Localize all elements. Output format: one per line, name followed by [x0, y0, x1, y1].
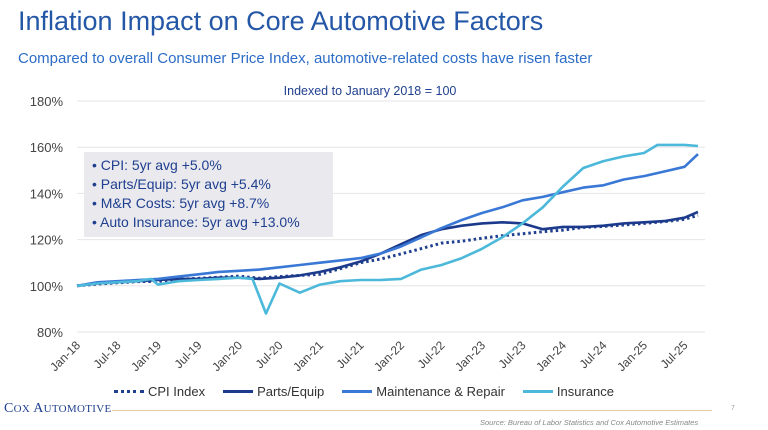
chart-note: Indexed to January 2018 = 100: [283, 84, 457, 98]
y-tick-label: 120%: [30, 233, 64, 248]
source-note: Source: Bureau of Labor Statistics and C…: [480, 418, 699, 427]
y-tick-label: 160%: [30, 140, 64, 155]
legend-label: CPI Index: [147, 384, 206, 399]
chart-legend: CPI Index Parts/Equip Maintenance & Repa…: [0, 384, 748, 399]
info-insurance: • Auto Insurance: 5yr avg +13.0%: [92, 214, 300, 230]
page-title: Inflation Impact on Core Automotive Fact…: [18, 6, 544, 36]
x-tick-label: Jul-21: [334, 338, 367, 371]
x-tick-label: Jul-22: [415, 338, 448, 371]
x-tick-label: Jul-20: [253, 338, 286, 371]
legend-swatch: [113, 390, 144, 393]
x-tick-label: Jan-24: [533, 338, 569, 374]
x-tick-label: Jan-19: [128, 338, 164, 374]
y-tick-label: 80%: [37, 325, 63, 340]
info-parts: • Parts/Equip: 5yr avg +5.4%: [92, 176, 271, 192]
x-tick-label: Jul-25: [658, 338, 691, 371]
info-box: • CPI: 5yr avg +5.0% • Parts/Equip: 5yr …: [84, 152, 333, 237]
y-tick-label: 100%: [30, 279, 64, 294]
y-tick-label: 180%: [30, 94, 64, 109]
legend-item-mr: Maintenance & Repair: [342, 384, 505, 399]
legend-label: Insurance: [556, 384, 615, 399]
legend-swatch: [223, 390, 254, 393]
x-tick-label: Jan-25: [614, 338, 650, 374]
legend-swatch: [342, 390, 373, 393]
x-tick-label: Jul-23: [496, 338, 529, 371]
x-tick-label: Jul-24: [577, 338, 610, 371]
page-number: 7: [731, 405, 735, 412]
x-tick-label: Jan-21: [290, 338, 326, 374]
info-cpi: • CPI: 5yr avg +5.0%: [92, 157, 222, 173]
series-line-insurance: [76, 143, 699, 315]
legend-item-parts: Parts/Equip: [223, 384, 324, 399]
legend-swatch: [522, 390, 553, 393]
page-subtitle: Compared to overall Consumer Price Index…: [18, 50, 593, 67]
x-tick-label: Jan-20: [209, 338, 245, 374]
x-tick-label: Jan-23: [452, 338, 488, 374]
series-line-maintenance-repair: [76, 153, 699, 288]
legend-label: Parts/Equip: [257, 384, 325, 399]
info-mr: • M&R Costs: 5yr avg +8.7%: [92, 195, 270, 211]
cox-automotive-logo: COX AUTOMOTIVE: [4, 401, 112, 416]
legend-item-cpi: CPI Index: [113, 384, 206, 399]
y-tick-label: 140%: [30, 186, 64, 201]
legend-label: Maintenance & Repair: [376, 384, 505, 399]
x-tick-label: Jul-18: [91, 338, 124, 371]
x-tick-label: Jan-22: [371, 338, 407, 374]
x-tick-label: Jan-18: [47, 338, 83, 374]
legend-item-insurance: Insurance: [522, 384, 615, 399]
x-tick-label: Jul-19: [172, 338, 205, 371]
footer-divider: [112, 410, 712, 411]
